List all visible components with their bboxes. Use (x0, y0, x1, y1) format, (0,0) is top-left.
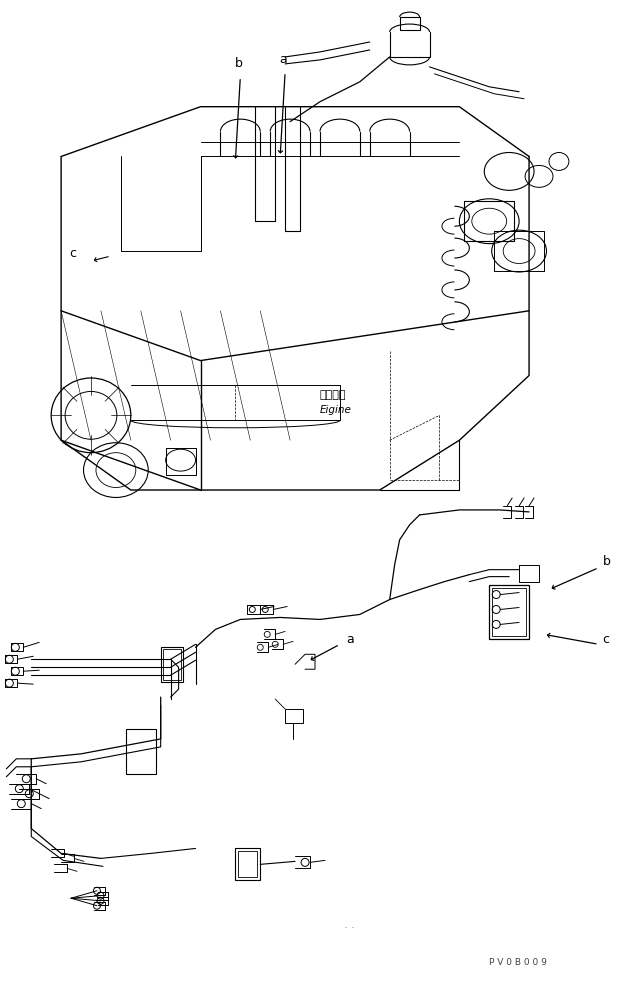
Bar (285, 709, 303, 723)
Bar (489, 584, 529, 639)
Text: a: a (279, 53, 287, 66)
Text: a: a (346, 632, 354, 646)
Text: · ·: · · (344, 923, 355, 933)
Bar (163, 649, 181, 681)
Bar (238, 851, 257, 878)
Text: エンジン: エンジン (320, 390, 347, 401)
Text: Eigine: Eigine (320, 406, 352, 416)
Text: b: b (603, 556, 611, 568)
Text: P V 0 B 0 0 9: P V 0 B 0 0 9 (489, 958, 547, 967)
Text: b: b (235, 57, 242, 70)
Bar (235, 848, 260, 881)
Text: c: c (70, 246, 77, 260)
Bar (160, 647, 183, 683)
Bar (492, 588, 526, 636)
Text: c: c (603, 632, 610, 646)
Bar (126, 729, 156, 774)
